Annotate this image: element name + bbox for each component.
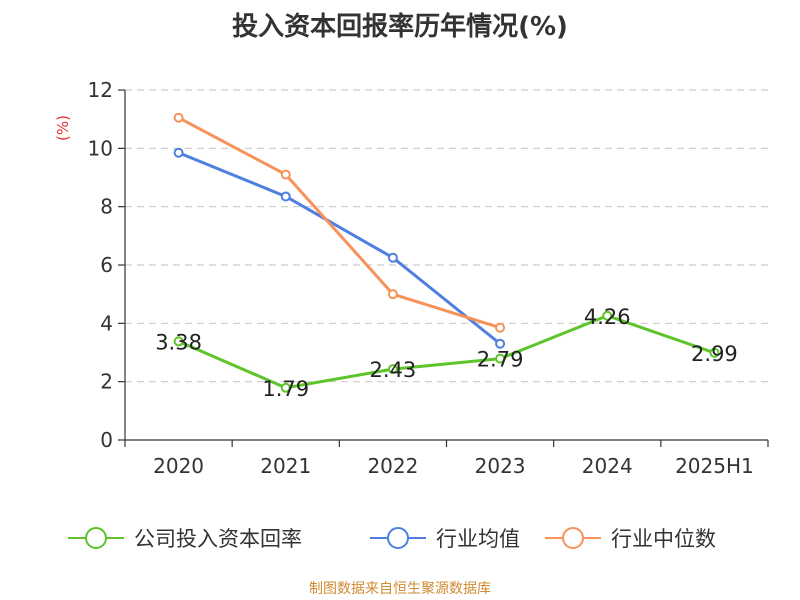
data-point [280, 169, 291, 180]
data-point [387, 289, 398, 300]
data-point [387, 252, 398, 263]
x-tick-label: 2024 [582, 454, 633, 478]
legend-marker [85, 527, 107, 549]
data-label: 2.79 [477, 348, 524, 372]
y-tick-label: 10 [88, 136, 113, 160]
data-point [173, 336, 184, 347]
x-tick-label: 2022 [367, 454, 418, 478]
data-point [173, 112, 184, 123]
legend-label: 行业中位数 [611, 527, 716, 551]
data-label: 4.26 [584, 305, 631, 329]
y-tick-label: 0 [100, 428, 113, 452]
x-tick-label: 2025H1 [675, 454, 754, 478]
series-line [177, 116, 501, 330]
data-label: 3.38 [155, 330, 202, 354]
data-point [495, 353, 506, 364]
chart-title: 投入资本回报率历年情况(%) [232, 12, 568, 42]
y-tick-label: 12 [88, 78, 113, 102]
data-point [280, 191, 291, 202]
series-line [178, 151, 502, 345]
axes: 0 2 4 6 8 10 12 (%) 2020 2021 2022 2023 2024 2025H1 [54, 78, 769, 478]
legend-marker [387, 527, 409, 549]
x-tick-label: 2023 [475, 454, 526, 478]
x-tick-label: 2021 [260, 454, 311, 478]
y-tick-label: 8 [100, 195, 113, 219]
y-axis-label: (%) [54, 115, 72, 141]
data-point [495, 322, 506, 333]
data-point [495, 338, 506, 349]
y-tick-label: 4 [100, 311, 113, 335]
series-lines [173, 112, 720, 393]
x-tick-label: 2020 [153, 454, 204, 478]
data-point [602, 310, 613, 321]
data-label: 2.99 [691, 342, 738, 366]
data-label: 1.79 [262, 377, 309, 401]
data-point [280, 382, 291, 393]
y-tick-label: 6 [100, 253, 113, 277]
series-line [177, 314, 715, 390]
legend: 公司投入资本回率 行业均值 行业中位数 [68, 527, 716, 551]
data-point [173, 147, 184, 158]
data-label: 2.43 [370, 358, 417, 382]
source-note: 制图数据来自恒生聚源数据库 [309, 581, 491, 597]
y-tick-label: 2 [100, 370, 113, 394]
data-labels: 3.38 1.79 2.43 2.79 4.26 2.99 [155, 305, 738, 401]
data-point [709, 347, 720, 358]
data-point [387, 364, 398, 375]
legend-label: 公司投入资本回率 [134, 527, 302, 551]
legend-marker [562, 527, 584, 549]
legend-label: 行业均值 [436, 527, 520, 551]
